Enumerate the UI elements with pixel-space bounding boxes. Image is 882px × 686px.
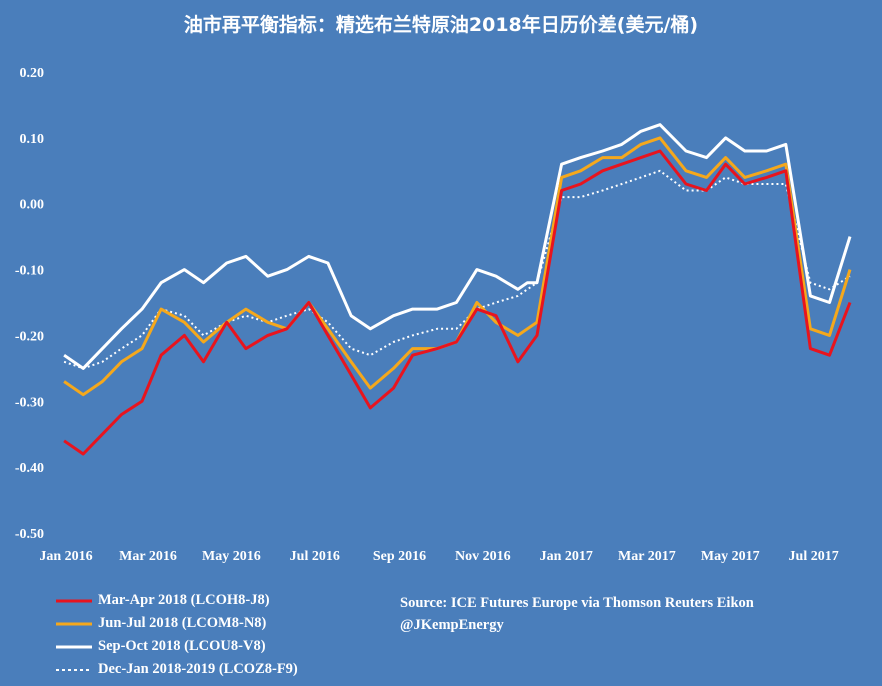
- y-tick-label: -0.20: [15, 329, 44, 344]
- x-axis: Jan 2016 Mar 2016 May 2016 Jul 2016 Sep 2016…: [39, 549, 838, 564]
- source-line: Source: ICE Futures Europe via Thomson R…: [400, 595, 754, 611]
- y-tick-label: 0.10: [20, 132, 45, 147]
- series-layer: [63, 123, 852, 456]
- x-tick-label: May 2016: [202, 549, 261, 564]
- legend-label: Dec-Jan 2018-2019 (LCOZ8-F9): [98, 661, 298, 677]
- legend-item-jun-jul: Jun-Jul 2018 (LCOM8-N8): [56, 612, 298, 635]
- series-line-3: [63, 169, 851, 370]
- x-tick-label: Sep 2016: [373, 549, 426, 564]
- series-line-2: [63, 123, 852, 370]
- legend: Mar-Apr 2018 (LCOH8-J8) Jun-Jul 2018 (LC…: [56, 589, 298, 681]
- series-line-1: [63, 136, 852, 397]
- y-tick-label: 0.20: [20, 66, 45, 81]
- legend-swatch-orange: [56, 622, 92, 625]
- y-tick-label: -0.30: [15, 395, 44, 410]
- legend-label: Mar-Apr 2018 (LCOH8-J8): [98, 592, 270, 608]
- y-tick-label: 0.00: [20, 198, 45, 213]
- legend-swatch-dotted: [56, 668, 92, 671]
- x-tick-label: Mar 2016: [119, 549, 177, 564]
- legend-label: Jun-Jul 2018 (LCOM8-N8): [98, 615, 267, 631]
- y-tick-label: -0.40: [15, 461, 44, 476]
- legend-item-mar-apr: Mar-Apr 2018 (LCOH8-J8): [56, 589, 298, 612]
- x-tick-label: Mar 2017: [618, 549, 676, 564]
- x-tick-label: Jul 2017: [789, 549, 839, 564]
- chart-title: 油市再平衡指标：精选布兰特原油2018年日历价差(美元/桶): [183, 14, 699, 36]
- series-line-0: [63, 149, 852, 456]
- legend-item-sep-oct: Sep-Oct 2018 (LCOU8-V8): [56, 635, 298, 658]
- legend-swatch-red: [56, 599, 92, 602]
- x-tick-label: Nov 2016: [455, 549, 511, 564]
- legend-label: Sep-Oct 2018 (LCOU8-V8): [98, 638, 266, 654]
- chart-plot: 0.20 0.10 0.00 -0.10 -0.20 -0.30 -0.40 -0.50 Ja…: [15, 66, 852, 564]
- x-tick-label: Jul 2016: [290, 549, 340, 564]
- x-tick-label: Jan 2016: [39, 549, 92, 564]
- y-axis: 0.20 0.10 0.00 -0.10 -0.20 -0.30 -0.40 -0.50: [15, 66, 44, 542]
- legend-swatch-white: [56, 645, 92, 648]
- source-note: Source: ICE Futures Europe via Thomson R…: [400, 592, 754, 636]
- legend-item-dec-jan: Dec-Jan 2018-2019 (LCOZ8-F9): [56, 658, 298, 681]
- y-tick-label: -0.50: [15, 527, 44, 542]
- y-tick-label: -0.10: [15, 264, 44, 279]
- x-tick-label: Jan 2017: [540, 549, 593, 564]
- author-handle: @JKempEnergy: [400, 617, 504, 633]
- x-tick-label: May 2017: [701, 549, 760, 564]
